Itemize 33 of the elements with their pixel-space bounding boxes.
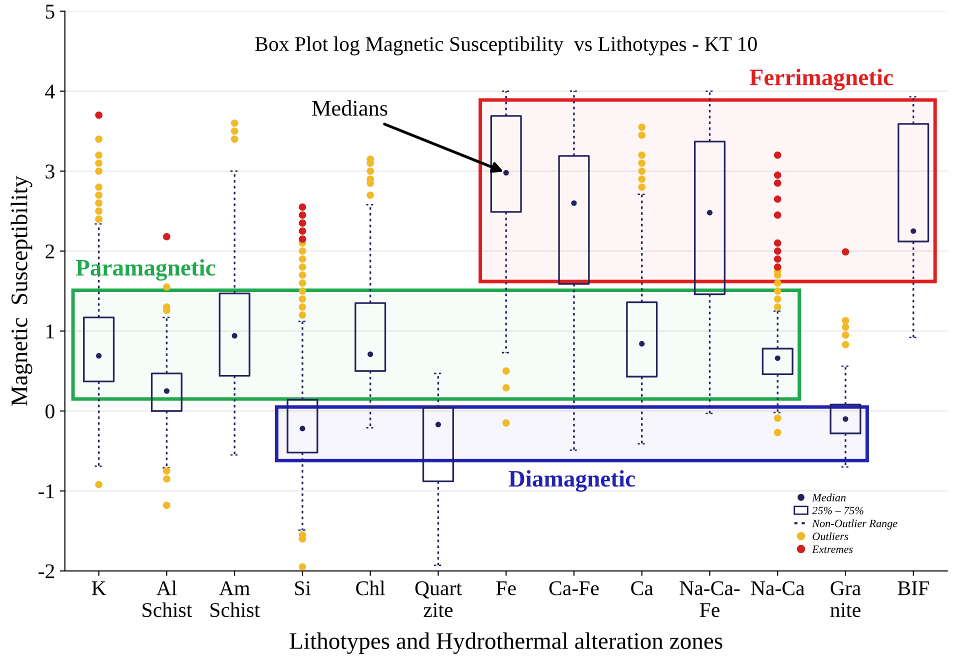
y-axis-title: Magnetic Susceptibility <box>10 176 32 406</box>
x-tick-label: Na-Ca <box>751 581 805 596</box>
x-tick-label: Na-Ca- Fe <box>680 581 740 618</box>
x-tick-label: BIF <box>898 581 929 596</box>
y-tick-label: -2 <box>38 564 54 578</box>
x-tick-label: Al Schist <box>142 580 192 618</box>
y-tick-label: -1 <box>38 484 54 498</box>
annotation: Medians <box>312 100 388 116</box>
band-label: Ferrimagnetic <box>750 68 893 90</box>
x-tick-label: Am Schist <box>210 581 260 618</box>
x-tick-label: Chl <box>356 580 385 596</box>
x-tick-label: Quart zite <box>415 581 462 618</box>
text: Box Plot log Magnetic Susceptibility vs Lithotypes - KT 10 <box>255 36 757 56</box>
y-tick-label: 5 <box>46 4 54 19</box>
y-tick-label: 2 <box>46 244 54 258</box>
legend-label: 25% – 75% <box>812 506 864 514</box>
x-axis-title: Lithotypes and Hydrothermal alteration zones <box>290 632 722 654</box>
x-tick-label: Fe <box>496 581 516 596</box>
x-tick-label: Si <box>295 581 311 596</box>
y-tick-label: 0 <box>46 404 54 418</box>
x-tick-label: Gra nite <box>830 581 861 618</box>
legend-label: Extremes <box>812 546 853 554</box>
annotation: Median <box>812 494 846 502</box>
y-tick-label: 3 <box>46 164 54 179</box>
annotation: Non-Outlier Range <box>812 519 898 530</box>
band-label: Diamagnetic <box>508 470 635 492</box>
legend-label: Outliers <box>812 532 848 540</box>
y-tick-label: 4 <box>45 84 55 98</box>
y-tick-label: 1 <box>46 324 54 338</box>
x-tick-label: Ca-Fe <box>549 581 599 596</box>
x-tick-label: K <box>92 581 106 596</box>
band-label: Paramagnetic <box>76 259 216 281</box>
x-tick-label: Ca <box>631 581 654 596</box>
